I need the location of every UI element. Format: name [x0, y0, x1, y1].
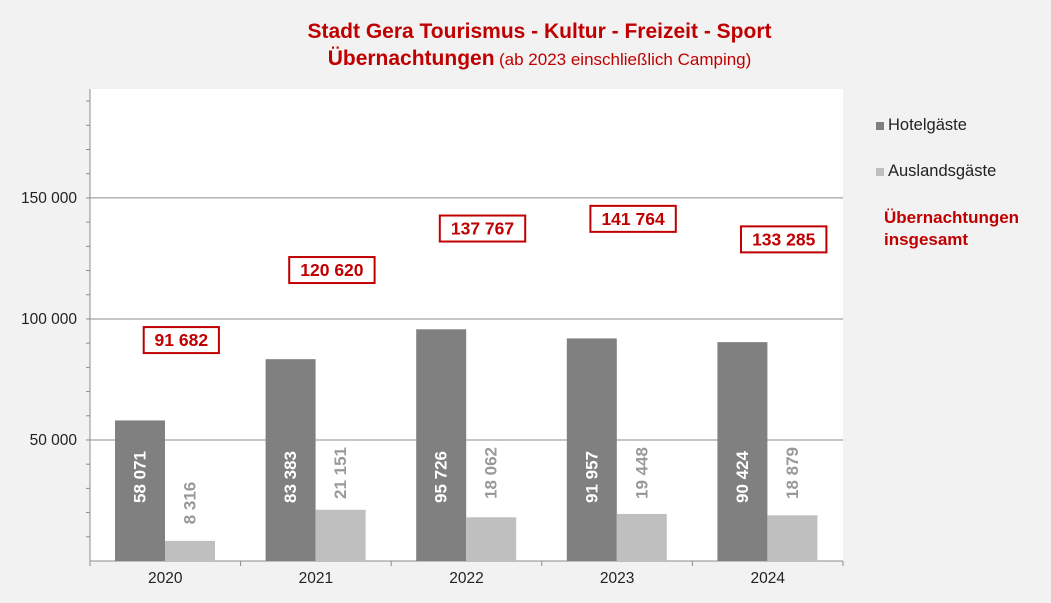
data-label-hotelgaeste-2022: 95 726	[432, 451, 451, 503]
bar-auslandsgaeste-2024	[767, 515, 818, 561]
data-label-auslandsgaeste-2022: 18 062	[482, 447, 501, 499]
legend-swatch-auslandsgaeste	[876, 167, 884, 176]
total-label-2024: 133 285	[752, 229, 816, 249]
x-tick-label-2020: 2020	[148, 570, 183, 587]
legend-total-line-1: Übernachtungen	[884, 208, 1020, 227]
bar-hotelgaeste-2024	[717, 342, 768, 561]
data-label-hotelgaeste-2024: 90 424	[733, 450, 752, 503]
bar-hotelgaeste-2020	[115, 420, 165, 561]
y-tick-label-1: 100 000	[21, 311, 77, 328]
y-tick-label-2: 150 000	[21, 190, 77, 207]
total-label-2023: 141 764	[601, 209, 665, 229]
x-tick-label-2022: 2022	[449, 570, 483, 587]
data-label-auslandsgaeste-2023: 19 448	[632, 447, 651, 499]
total-box-2022	[438, 214, 527, 243]
legend-label-hotelgaeste: Hotelgäste	[888, 116, 967, 134]
x-tick-label-2023: 2023	[600, 570, 634, 587]
legend-item-total: Übernachtungen insgesamt	[884, 207, 1044, 251]
legend-item-hotelgaeste: Hotelgäste	[876, 116, 967, 135]
legend-swatch-hotelgaeste	[876, 121, 884, 130]
total-box-2023	[589, 204, 677, 233]
x-tick-label-2021: 2021	[299, 570, 333, 587]
legend-total-line-2: insgesamt	[884, 230, 969, 249]
bar-hotelgaeste-2023	[566, 338, 617, 561]
chart-title: Stadt Gera Tourismus - Kultur - Freizeit…	[307, 20, 772, 43]
data-label-auslandsgaeste-2021: 21 151	[331, 447, 350, 499]
data-label-auslandsgaeste-2024: 18 879	[783, 447, 802, 499]
y-tick-label-0: 50 000	[30, 432, 78, 449]
chart-subtitle-main: Übernachtungen	[327, 47, 495, 70]
x-tick-label-2024: 2024	[750, 570, 785, 587]
total-label-2022: 137 767	[451, 219, 514, 239]
data-label-hotelgaeste-2021: 83 383	[281, 451, 300, 503]
total-box-2020	[142, 326, 220, 355]
total-box-2021	[288, 256, 376, 285]
bar-auslandsgaeste-2023	[616, 513, 667, 561]
legend-label-auslandsgaeste: Auslandsgäste	[888, 162, 997, 180]
bar-auslandsgaeste-2021	[315, 509, 366, 561]
chart-subtitle-note: (ab 2023 einschließlich Camping)	[499, 50, 752, 69]
bar-hotelgaeste-2022	[416, 329, 467, 561]
bar-hotelgaeste-2021	[265, 359, 316, 561]
legend-item-auslandsgaeste: Auslandsgäste	[876, 162, 996, 181]
bar-auslandsgaeste-2022	[466, 517, 517, 561]
data-label-auslandsgaeste-2020: 8 316	[181, 482, 200, 525]
total-label-2021: 120 620	[300, 260, 364, 280]
chart-subtitle: Übernachtungen (ab 2023 einschließlich C…	[0, 47, 1051, 71]
data-label-hotelgaeste-2020: 58 071	[131, 451, 150, 503]
total-label-2020: 91 682	[155, 330, 209, 350]
total-box-2024	[740, 225, 828, 254]
data-label-hotelgaeste-2023: 91 957	[582, 451, 601, 503]
bar-auslandsgaeste-2020	[165, 540, 215, 561]
